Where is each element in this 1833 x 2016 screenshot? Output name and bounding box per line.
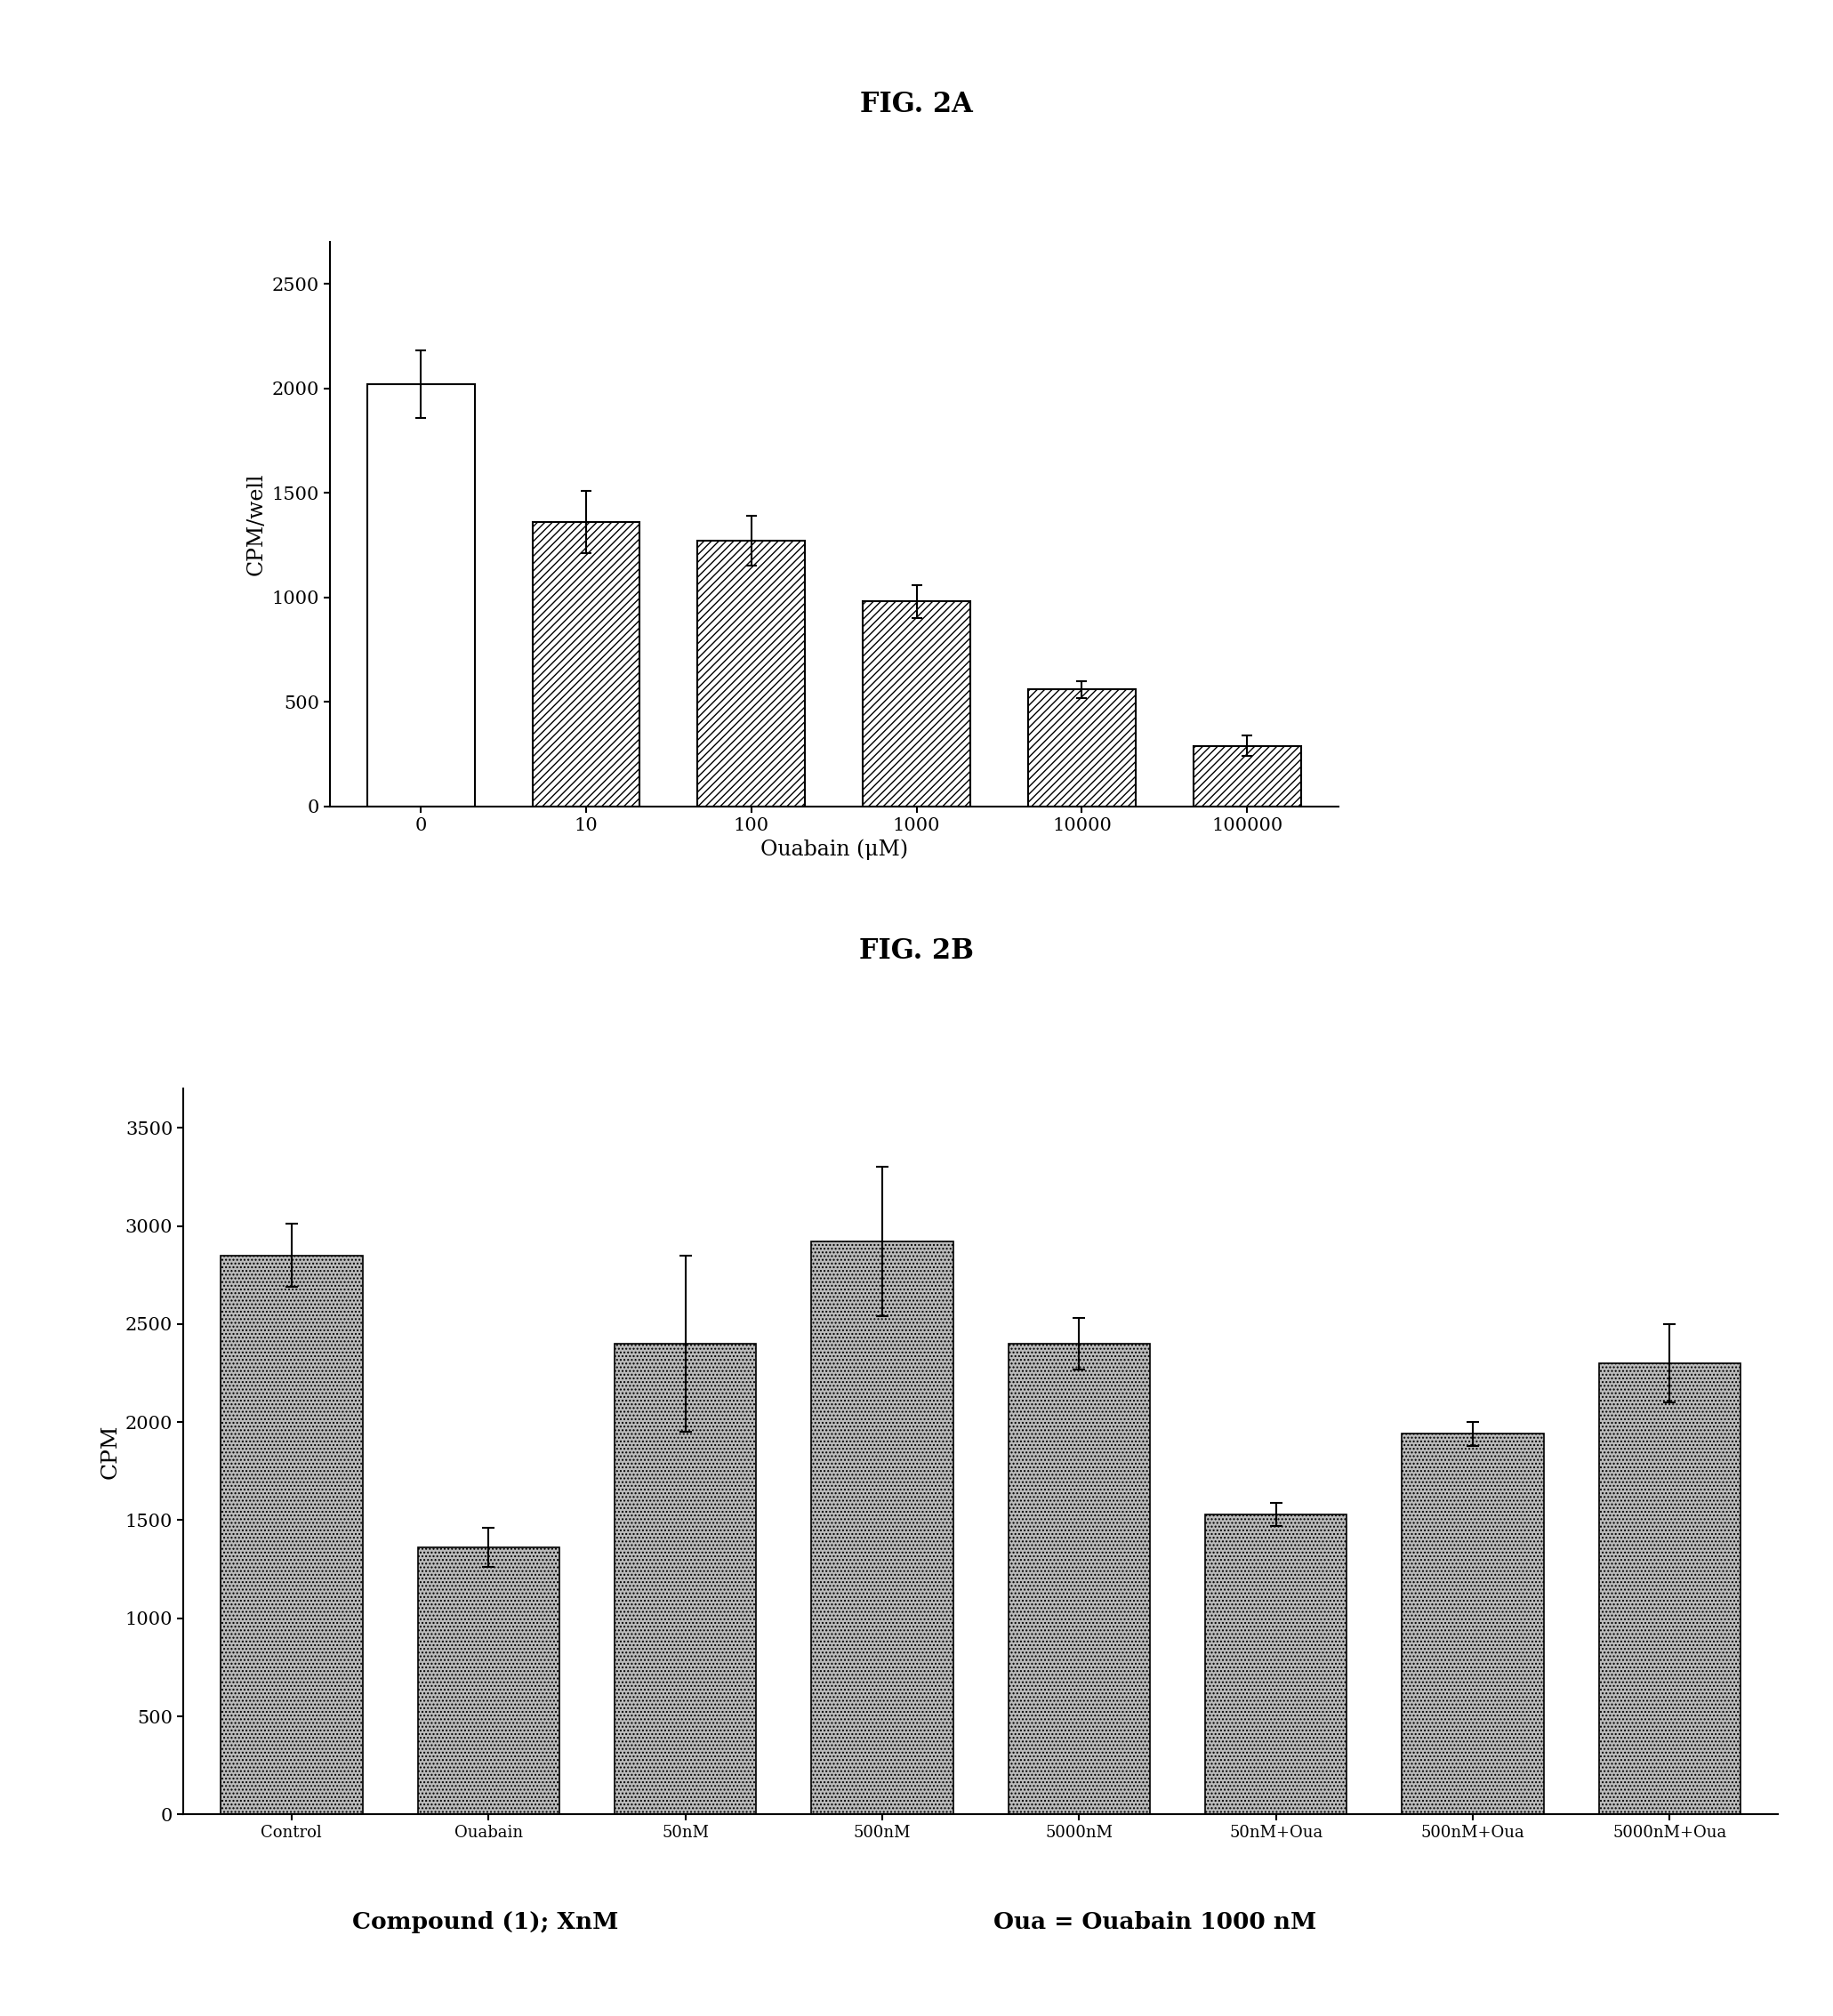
- Bar: [1598, 1363, 1741, 1814]
- Bar: [1193, 746, 1301, 806]
- Text: FIG. 2B: FIG. 2B: [860, 937, 973, 966]
- Bar: [614, 1343, 757, 1814]
- Bar: [863, 601, 970, 806]
- Bar: [812, 1242, 953, 1814]
- Bar: [698, 540, 805, 806]
- Bar: [1008, 1343, 1149, 1814]
- Bar: [1204, 1514, 1347, 1814]
- Bar: [367, 385, 475, 806]
- Text: FIG. 2A: FIG. 2A: [860, 91, 973, 119]
- Y-axis label: CPM: CPM: [99, 1423, 121, 1480]
- X-axis label: Ouabain (μM): Ouabain (μM): [761, 839, 907, 859]
- Bar: [1028, 689, 1136, 806]
- Bar: [418, 1548, 559, 1814]
- Bar: [532, 522, 640, 806]
- Bar: [220, 1256, 363, 1814]
- Text: Oua = Ouabain 1000 nM: Oua = Ouabain 1000 nM: [993, 1911, 1316, 1933]
- Bar: [1402, 1433, 1543, 1814]
- Y-axis label: CPM/well: CPM/well: [246, 474, 268, 575]
- Text: Compound (1); XnM: Compound (1); XnM: [352, 1911, 620, 1933]
